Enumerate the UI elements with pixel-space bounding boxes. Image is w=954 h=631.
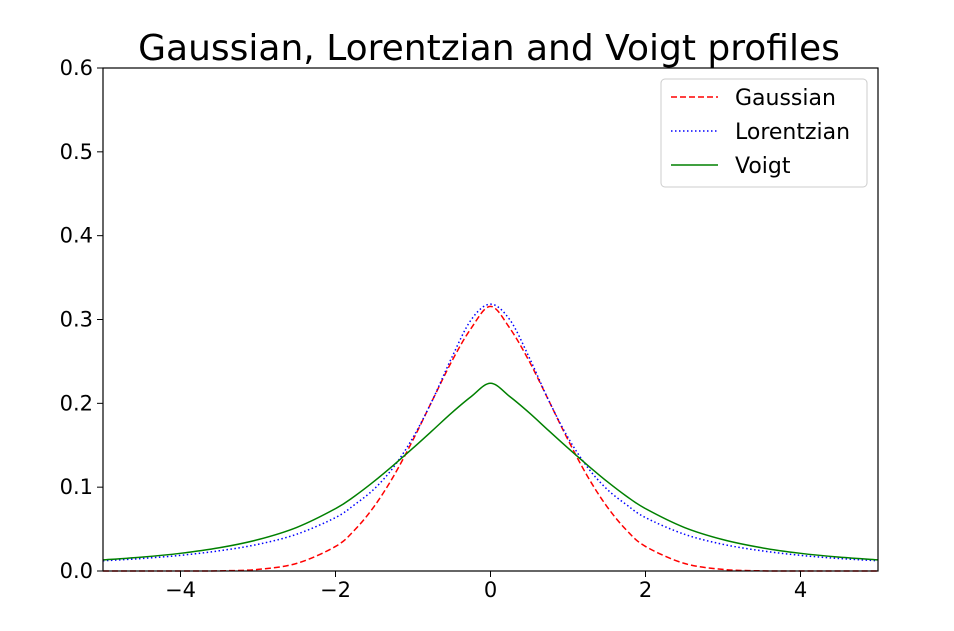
legend-label-voigt: Voigt (735, 154, 791, 179)
series-line-voigt (102, 382, 879, 561)
legend-box (660, 78, 868, 188)
y-tick-label: 0.6 (60, 56, 93, 80)
x-axis: −4 −2 0 2 4 (165, 571, 807, 602)
y-tick-label: 0.4 (60, 224, 93, 248)
y-tick-label: 0.3 (60, 308, 93, 332)
x-tick-label: 2 (639, 578, 652, 602)
chart-title: Gaussian, Lorentzian and Voigt profiles (138, 28, 840, 69)
y-tick-label: 0.5 (60, 140, 93, 164)
x-tick-label: 4 (794, 578, 807, 602)
y-axis: 0.0 0.1 0.2 0.3 0.4 0.5 0.6 (60, 56, 103, 583)
x-tick-label: 0 (484, 578, 497, 602)
legend-label-gaussian: Gaussian (735, 86, 836, 111)
y-tick-label: 0.0 (60, 559, 93, 583)
series-layer (102, 303, 879, 572)
x-tick-label: −2 (320, 578, 351, 602)
x-tick-label: −4 (165, 578, 196, 602)
legend-label-lorentzian: Lorentzian (735, 120, 850, 145)
series-line-lorentzian (102, 303, 879, 562)
legend: Gaussian Lorentzian Voigt (660, 78, 868, 188)
y-tick-label: 0.1 (60, 475, 93, 499)
series-line-gaussian (102, 305, 878, 572)
y-tick-label: 0.2 (60, 391, 93, 415)
